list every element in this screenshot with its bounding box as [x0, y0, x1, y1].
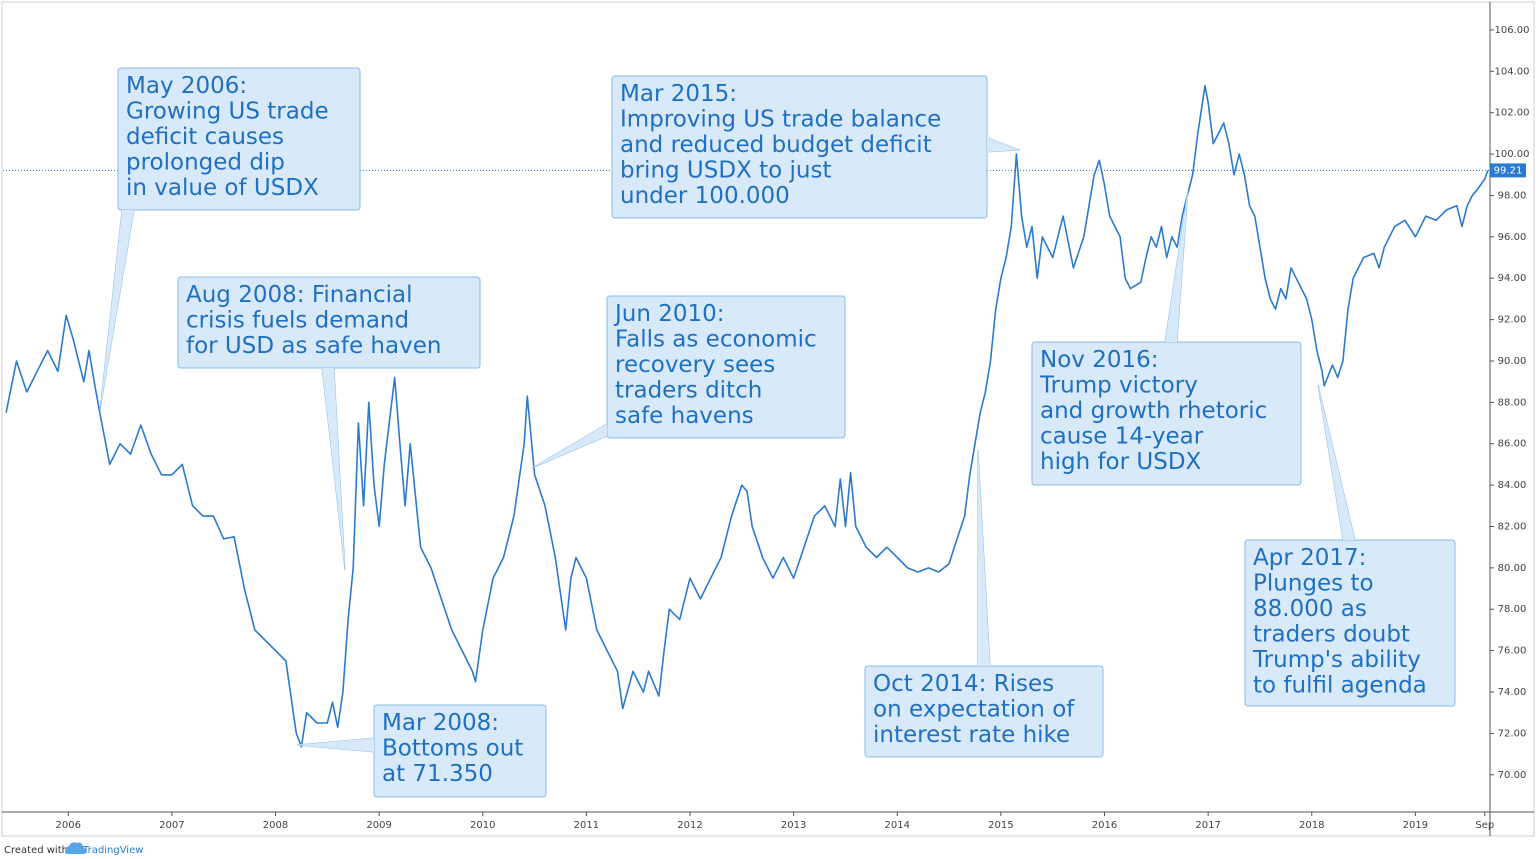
annotation-text: safe havens — [615, 403, 754, 429]
x-tick-label: 2012 — [677, 820, 702, 831]
annotation-text: crisis fuels demand — [186, 308, 409, 334]
annotation-pointer-join — [978, 450, 990, 666]
y-tick-label: 74.00 — [1498, 687, 1527, 698]
x-tick-label: 2011 — [574, 820, 599, 831]
annotation-pointer-join — [1165, 190, 1188, 342]
annotation-text: on expectation of — [873, 697, 1075, 723]
tradingview-logo — [65, 842, 86, 854]
annotation-text: at 71.350 — [382, 761, 493, 787]
annotation-text: Nov 2016: — [1040, 347, 1158, 373]
frame — [1, 1, 1535, 837]
annotation-box — [606, 295, 846, 439]
annotation-text: and growth rhetoric — [1040, 398, 1267, 424]
y-tick-label: 70.00 — [1498, 770, 1527, 781]
y-tick-label: 84.00 — [1498, 480, 1527, 491]
annotation-text: Aug 2008: Financial — [186, 282, 413, 308]
annotation-text: Trump's ability — [1252, 647, 1421, 673]
y-tick-label: 88.00 — [1498, 397, 1527, 408]
x-tick-label: 2006 — [56, 820, 81, 831]
price-line — [5, 85, 1489, 748]
annotation-text: Bottoms out — [382, 736, 523, 762]
annotation-box — [117, 67, 361, 211]
x-tick-label: 2019 — [1403, 820, 1428, 831]
annotation-text: Oct 2014: Rises — [873, 671, 1054, 697]
x-tick-label: 2010 — [470, 820, 495, 831]
x-tick-label: 2008 — [263, 820, 288, 831]
annotation-text: bring USDX to just — [620, 158, 832, 184]
y-tick-label: 72.00 — [1498, 728, 1527, 739]
annotation-pointer-join — [987, 138, 1020, 152]
y-tick-label: 76.00 — [1498, 646, 1527, 657]
y-tick-label: 100.00 — [1495, 149, 1530, 160]
annotation-text: high for USDX — [1040, 449, 1202, 475]
y-tick-label: 82.00 — [1498, 521, 1527, 532]
annotation-text: cause 14-year — [1040, 424, 1204, 450]
annotation-pointer-join — [297, 738, 374, 752]
annotation-text: traders ditch — [615, 378, 762, 404]
annotation-text: and reduced budget deficit — [620, 132, 932, 158]
last-price-box — [1490, 163, 1526, 178]
y-tick-label: 104.00 — [1495, 66, 1530, 77]
annotation-pointer-join — [322, 368, 345, 570]
annotation-text: traders doubt — [1253, 622, 1410, 648]
annotation-text: Trump victory — [1039, 373, 1198, 399]
y-tick-label: 102.00 — [1495, 108, 1530, 119]
annotation-text: Falls as economic — [615, 327, 817, 353]
annotation-text: prolonged dip — [126, 150, 285, 176]
annotation-pointer-join — [532, 424, 607, 468]
x-tick-label: 2015 — [988, 820, 1013, 831]
y-tick-label: 86.00 — [1498, 439, 1527, 450]
y-tick-label: 90.00 — [1498, 356, 1527, 367]
annotation-text: Plunges to — [1253, 571, 1374, 597]
annotation-text: 88.000 as — [1253, 596, 1367, 622]
last-price-label: 99.21 — [1494, 165, 1523, 176]
y-tick-label: 92.00 — [1498, 315, 1527, 326]
x-tick-label: 2009 — [366, 820, 391, 831]
y-tick-label: 96.00 — [1498, 232, 1527, 243]
x-tick-label: 2018 — [1299, 820, 1324, 831]
x-tick-label: 2013 — [781, 820, 806, 831]
annotation-text: May 2006: — [126, 73, 247, 99]
annotation-text: Apr 2017: — [1253, 545, 1366, 571]
annotation-text: to fulfil agenda — [1253, 673, 1427, 699]
x-tick-label: 2007 — [159, 820, 184, 831]
x-tick-label: 2014 — [885, 820, 910, 831]
footer-created: Created with — [4, 845, 68, 856]
x-tick-label: 2016 — [1092, 820, 1117, 831]
annotation-text: for USD as safe haven — [186, 333, 441, 359]
annotation-pointer-join — [100, 210, 134, 410]
annotation-text: deficit causes — [126, 124, 284, 150]
y-tick-label: 98.00 — [1498, 190, 1527, 201]
annotation-text: recovery sees — [615, 352, 775, 378]
x-tick-label: 2017 — [1195, 820, 1220, 831]
y-tick-label: 106.00 — [1495, 25, 1530, 36]
footer-brand[interactable]: TradingView — [82, 845, 143, 856]
y-tick-label: 80.00 — [1498, 563, 1527, 574]
annotation-text: Jun 2010: — [613, 301, 725, 327]
annotation-text: Mar 2015: — [620, 81, 737, 107]
annotation-text: Improving US trade balance — [620, 107, 941, 133]
x-tick-label: Sep — [1475, 820, 1494, 831]
annotation-text: interest rate hike — [873, 722, 1070, 748]
annotation-pointer-join — [1318, 385, 1355, 540]
annotation-text: Growing US trade — [126, 99, 329, 125]
y-tick-label: 94.00 — [1498, 273, 1527, 284]
annotation-text: in value of USDX — [126, 175, 319, 201]
y-tick-label: 78.00 — [1498, 604, 1527, 615]
annotation-text: Mar 2008: — [382, 710, 499, 736]
annotation-text: under 100.000 — [620, 183, 790, 209]
